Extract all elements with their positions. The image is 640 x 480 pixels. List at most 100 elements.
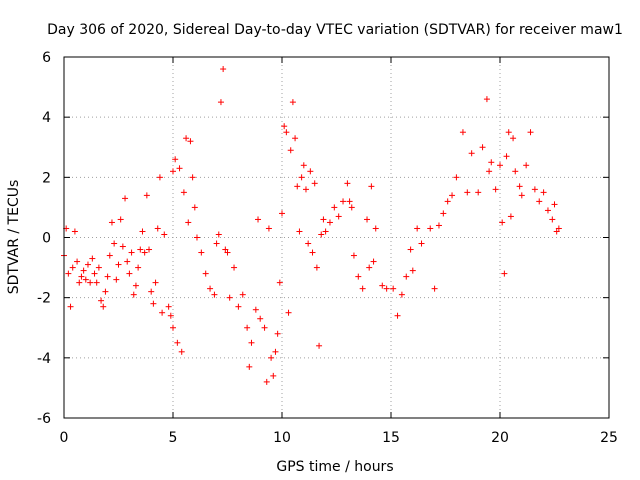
data-point	[281, 123, 288, 130]
data-point	[475, 189, 482, 196]
data-point	[350, 252, 357, 259]
data-point	[84, 261, 91, 268]
data-point	[154, 225, 161, 232]
data-point	[178, 348, 185, 355]
data-point	[180, 189, 187, 196]
data-point	[69, 264, 76, 271]
data-point	[272, 348, 279, 355]
data-point	[191, 204, 198, 211]
data-point	[499, 219, 506, 226]
data-point	[165, 303, 172, 310]
data-point	[296, 228, 303, 235]
data-point	[270, 372, 277, 379]
data-point	[331, 204, 338, 211]
data-point	[132, 282, 139, 289]
data-point	[74, 258, 81, 265]
data-point	[235, 303, 242, 310]
data-point	[316, 342, 323, 349]
data-point	[117, 216, 124, 223]
data-point	[503, 153, 510, 160]
data-point	[146, 246, 153, 253]
data-point	[143, 192, 150, 199]
data-point	[289, 99, 296, 106]
data-point	[300, 162, 307, 169]
data-point	[115, 261, 122, 268]
data-point	[370, 258, 377, 265]
data-point	[76, 279, 83, 286]
data-point	[311, 180, 318, 187]
data-point	[383, 285, 390, 292]
data-point	[390, 285, 397, 292]
data-point	[159, 309, 166, 316]
data-point	[553, 228, 560, 235]
data-point	[492, 186, 499, 193]
data-point	[403, 273, 410, 280]
data-point	[398, 291, 405, 298]
data-point	[435, 222, 442, 229]
data-point	[137, 246, 144, 253]
data-point	[80, 267, 87, 274]
data-point	[536, 198, 543, 205]
data-point	[170, 324, 176, 331]
data-point	[161, 231, 168, 238]
data-point	[224, 249, 231, 256]
data-point	[98, 297, 105, 304]
data-point	[544, 207, 551, 214]
data-point	[78, 273, 85, 280]
data-point	[540, 189, 547, 196]
data-point	[283, 129, 290, 136]
data-point	[326, 219, 333, 226]
data-point	[307, 168, 314, 175]
data-point	[555, 225, 562, 232]
data-point	[335, 213, 342, 220]
data-point	[449, 192, 456, 199]
data-point	[217, 99, 224, 106]
data-point	[523, 162, 530, 169]
y-tick-label: 4	[42, 110, 51, 126]
data-point	[111, 240, 118, 247]
y-tick-label: -4	[37, 351, 51, 367]
data-point	[464, 189, 471, 196]
data-point	[176, 165, 183, 172]
data-point	[348, 204, 355, 211]
data-point	[346, 198, 353, 205]
data-point	[231, 264, 238, 271]
data-point	[202, 270, 209, 277]
data-point	[152, 279, 159, 286]
data-point	[355, 273, 362, 280]
data-point	[167, 312, 174, 319]
data-point	[431, 285, 438, 292]
data-point	[407, 246, 414, 253]
data-point	[453, 174, 460, 181]
data-point	[305, 240, 312, 247]
x-tick-label: 25	[600, 430, 618, 446]
data-point	[122, 195, 129, 202]
data-point	[320, 216, 327, 223]
y-tick-label: -2	[37, 291, 51, 307]
chart-title: Day 306 of 2020, Sidereal Day-to-day VTE…	[47, 22, 623, 38]
data-point	[527, 129, 534, 136]
data-point	[507, 213, 514, 220]
x-tick-label: 5	[169, 430, 178, 446]
y-tick-label: 6	[42, 50, 51, 66]
data-point	[518, 192, 525, 199]
data-point	[294, 183, 301, 190]
data-point	[211, 291, 218, 298]
data-point	[551, 201, 558, 208]
data-point	[298, 174, 305, 181]
data-point	[309, 249, 316, 256]
data-point	[71, 228, 78, 235]
data-point	[501, 270, 508, 277]
data-point	[292, 135, 299, 142]
data-point	[340, 198, 347, 205]
data-point	[414, 225, 421, 232]
data-point	[126, 270, 133, 277]
data-point	[302, 186, 309, 193]
data-point	[394, 312, 401, 319]
data-point	[183, 135, 190, 142]
data-point	[313, 264, 320, 271]
data-point	[207, 285, 214, 292]
data-point	[505, 129, 512, 136]
data-point	[248, 339, 255, 346]
data-point	[512, 168, 519, 175]
